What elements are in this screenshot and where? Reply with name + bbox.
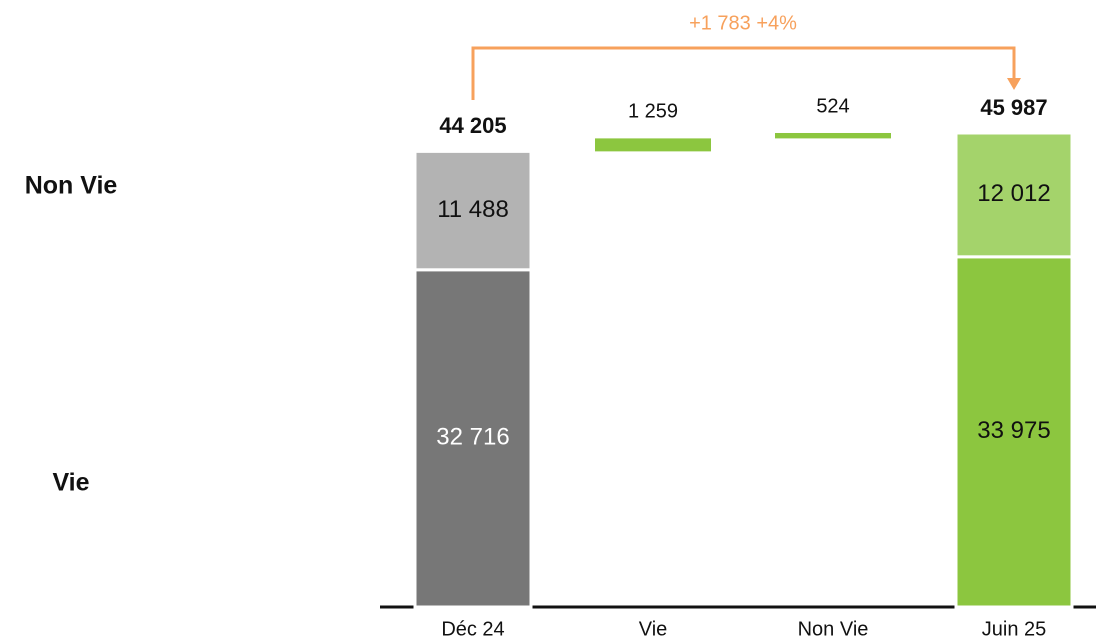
x-tick-label: Juin 25	[982, 618, 1047, 640]
bar-segment	[413, 149, 533, 272]
bar-segment	[413, 268, 533, 609]
change-bar	[775, 132, 891, 139]
value-label: 32 716	[436, 424, 509, 451]
value-label: 33 975	[977, 417, 1050, 444]
total-label: 44 205	[439, 113, 506, 138]
total-label: 45 987	[980, 95, 1047, 120]
x-tick-label: Vie	[639, 618, 668, 640]
legend-label: Non Vie	[25, 172, 118, 200]
change-bar	[595, 138, 711, 152]
value-label: 12 012	[977, 180, 1050, 207]
change-label: 524	[816, 95, 849, 117]
annotation: +1 783 +4%	[689, 12, 797, 34]
bar-segment	[954, 131, 1074, 259]
x-tick-label: Déc 24	[441, 618, 504, 640]
arrow-head	[1007, 78, 1021, 90]
arrow	[471, 46, 1016, 100]
value-label: 11 488	[437, 196, 509, 223]
x-tick-label: Non Vie	[798, 618, 869, 640]
legend-label: Vie	[52, 469, 89, 497]
change-label: 1 259	[628, 101, 678, 123]
